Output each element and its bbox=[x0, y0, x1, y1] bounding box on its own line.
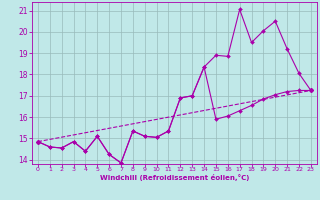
X-axis label: Windchill (Refroidissement éolien,°C): Windchill (Refroidissement éolien,°C) bbox=[100, 174, 249, 181]
